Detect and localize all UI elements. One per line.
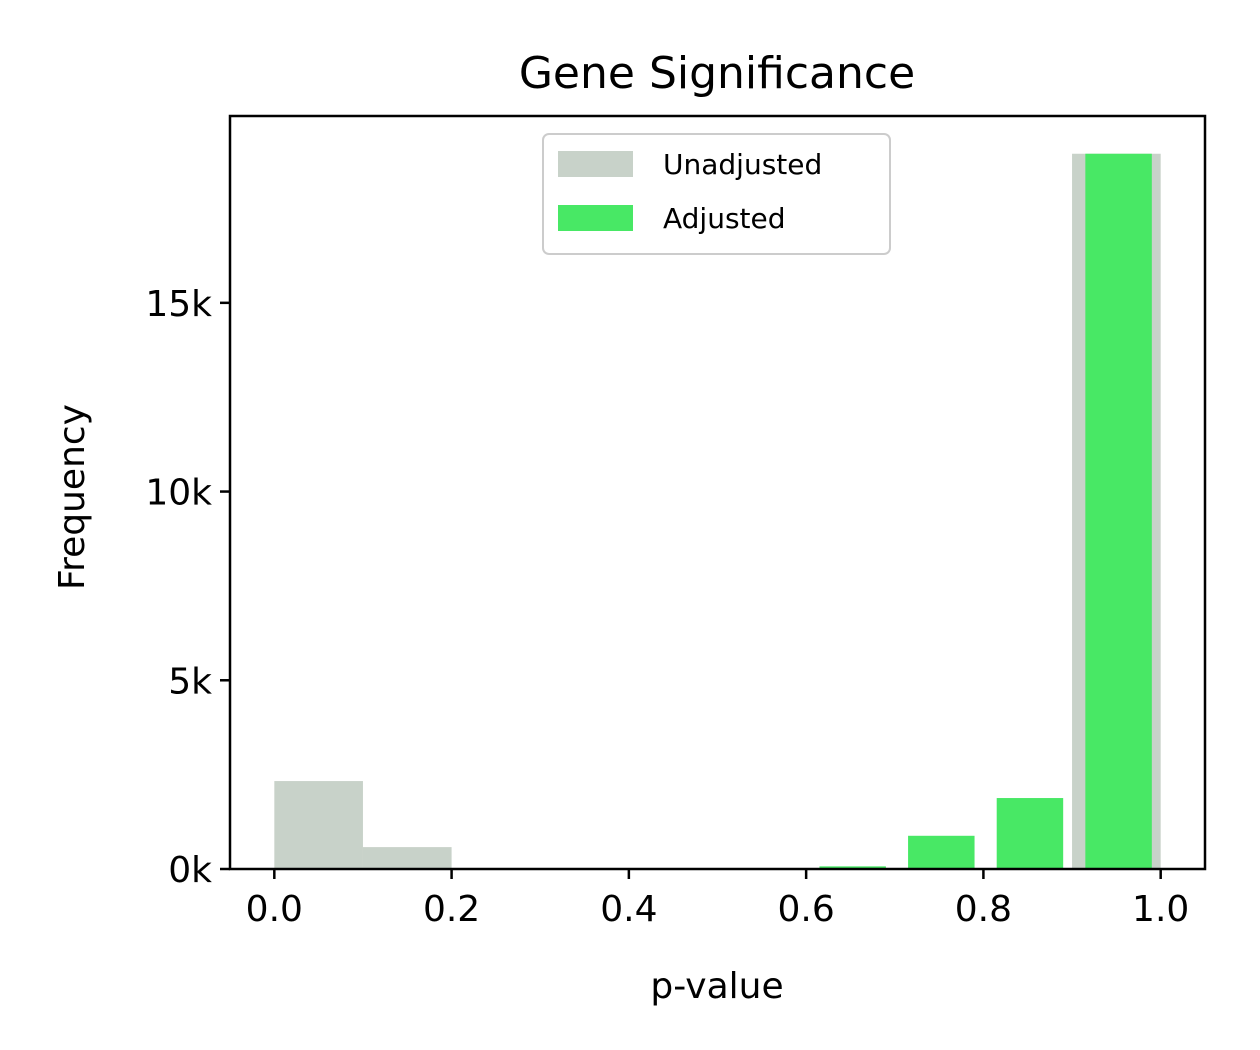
bar-unadjusted-0 [274, 781, 363, 869]
x-tick-label: 0.0 [246, 889, 303, 930]
bar-adjusted-3 [1085, 153, 1152, 869]
bar-adjusted-2 [996, 798, 1064, 869]
x-tick-label: 0.6 [778, 889, 835, 930]
x-tick-label: 0.8 [955, 889, 1012, 930]
x-axis-label: p-value [650, 966, 783, 1007]
x-tick-label: 0.4 [600, 889, 657, 930]
x-axis: 0.0 0.2 0.4 0.6 0.8 1.0 [246, 869, 1189, 930]
y-tick-label: 0k [168, 850, 212, 891]
bar-adjusted-0 [819, 866, 886, 869]
legend-label-unadjusted: Unadjusted [663, 148, 822, 181]
y-tick-label: 10k [145, 473, 212, 514]
chart-title: Gene Significance [519, 48, 915, 99]
legend-swatch-unadjusted [558, 151, 633, 177]
legend-label-adjusted: Adjusted [663, 202, 786, 235]
legend-swatch-adjusted [558, 205, 633, 231]
x-tick-label: 0.2 [423, 889, 480, 930]
y-tick-label: 5k [168, 661, 212, 702]
x-tick-label: 1.0 [1132, 889, 1189, 930]
series-adjusted [819, 153, 1152, 869]
y-axis-label: Frequency [52, 404, 93, 590]
legend: Unadjusted Adjusted [542, 133, 891, 255]
y-tick-label: 15k [145, 284, 212, 325]
bar-adjusted-1 [908, 835, 975, 869]
y-axis: 0k 5k 10k 15k [145, 284, 230, 891]
bar-unadjusted-1 [362, 847, 452, 869]
